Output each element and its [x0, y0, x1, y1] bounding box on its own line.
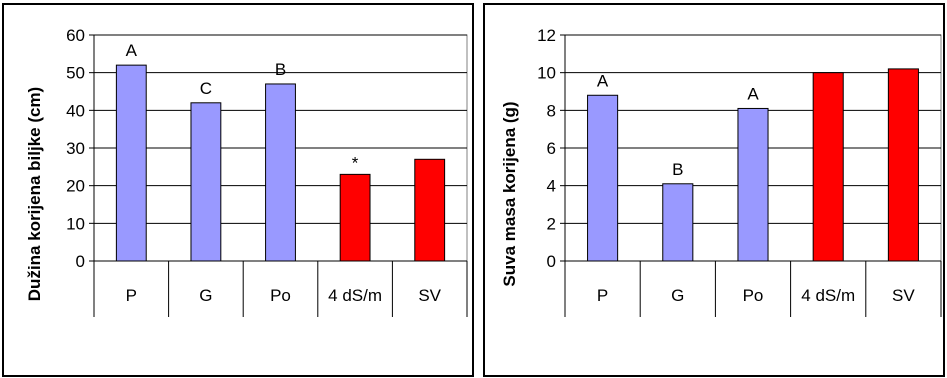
y-tick-label: 10	[66, 214, 85, 233]
bar-p	[115, 64, 147, 262]
bar-po	[737, 107, 769, 262]
x-category-label: SV	[418, 286, 441, 305]
y-tick-label: 60	[66, 26, 85, 45]
y-axis-title: Dužina korijena biljke (cm)	[25, 87, 44, 301]
bar-4-ds-m	[339, 173, 371, 262]
y-tick-label: 10	[537, 64, 556, 83]
y-tick-label: 8	[547, 101, 556, 120]
significance-letter: B	[672, 160, 683, 179]
x-category-label: SV	[892, 286, 915, 305]
y-tick-label: 0	[547, 252, 556, 271]
chart-panel-root-length: 0 10 20 30 40 50 60 A P C G B Po * 4 dS/m SV Dužina kori…	[2, 3, 474, 377]
significance-letter: A	[597, 71, 609, 90]
significance-letter: B	[275, 60, 286, 79]
y-tick-label: 30	[66, 139, 85, 158]
bar-g	[662, 183, 694, 262]
y-tick-label: 4	[547, 177, 556, 196]
chart-panel-root-mass: 0 2 4 6 8 10 12 A P B G A Po 4 dS/m SV Suva masa korije…	[483, 3, 945, 377]
y-tick-label: 50	[66, 64, 85, 83]
bar-sv	[414, 158, 446, 262]
x-category-label: Po	[743, 286, 764, 305]
x-category-label: P	[597, 286, 608, 305]
significance-letter: C	[200, 79, 212, 98]
bar-po	[265, 83, 296, 262]
x-category-label: 4 dS/m	[801, 286, 855, 305]
y-tick-label: 40	[66, 101, 85, 120]
x-category-label: G	[671, 286, 684, 305]
y-axis-title: Suva masa korijena (g)	[500, 101, 519, 286]
bar-sv	[887, 68, 919, 262]
y-tick-label: 20	[66, 177, 85, 196]
significance-asterisk: *	[352, 153, 359, 172]
root-length-chart: 0 10 20 30 40 50 60 A P C G B Po * 4 dS/m SV Dužina kori…	[25, 26, 468, 317]
significance-letter: A	[126, 41, 138, 60]
significance-letter: A	[747, 84, 759, 103]
x-category-label: 4 dS/m	[328, 286, 382, 305]
y-tick-label: 6	[547, 139, 556, 158]
x-category-label: G	[199, 286, 212, 305]
root-mass-chart: 0 2 4 6 8 10 12 A P B G A Po 4 dS/m SV Suva masa korije…	[500, 26, 942, 317]
y-tick-label: 2	[547, 214, 556, 233]
y-tick-label: 12	[537, 26, 556, 45]
bar-p	[587, 94, 619, 262]
bar-g	[190, 102, 222, 262]
x-category-label: P	[126, 286, 137, 305]
bar-4-ds-m	[812, 72, 844, 262]
x-category-label: Po	[270, 286, 291, 305]
y-tick-label: 0	[76, 252, 85, 271]
